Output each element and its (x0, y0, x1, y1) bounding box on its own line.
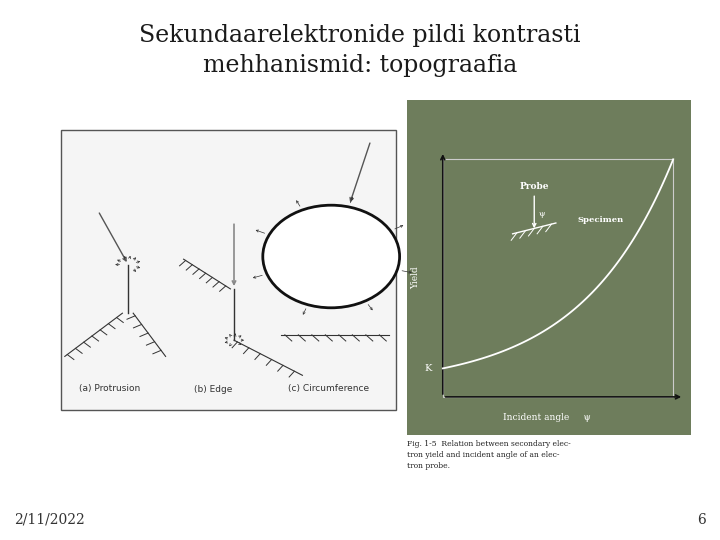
Text: 2/11/2022: 2/11/2022 (14, 512, 85, 526)
Text: 6: 6 (697, 512, 706, 526)
Text: ψ: ψ (538, 210, 545, 218)
Text: Fig. 1-5  Relation between secondary elec-
tron yield and incident angle of an e: Fig. 1-5 Relation between secondary elec… (407, 440, 570, 470)
Bar (61, 130, 396, 410)
Text: Probe: Probe (520, 181, 549, 191)
Text: (c) Circumference: (c) Circumference (288, 384, 369, 394)
Bar (407, 100, 691, 435)
Text: K: K (425, 364, 432, 373)
Text: Sekundaarelektronide pildi kontrasti
mehhanismid: topograafia: Sekundaarelektronide pildi kontrasti meh… (139, 24, 581, 77)
Text: (b) Edge: (b) Edge (194, 384, 233, 394)
Text: Incident angle     ψ: Incident angle ψ (503, 413, 590, 422)
Text: Yield: Yield (411, 267, 420, 289)
Text: (a) Protrusion: (a) Protrusion (79, 384, 140, 394)
Text: Specimen: Specimen (577, 217, 624, 224)
Circle shape (263, 205, 400, 308)
Bar (443, 159, 673, 397)
